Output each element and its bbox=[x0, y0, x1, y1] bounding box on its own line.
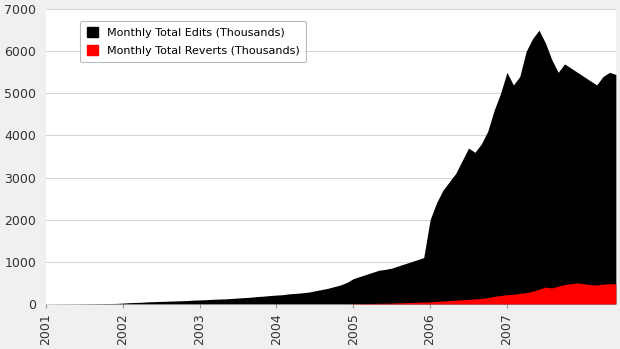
Legend: Monthly Total Edits (Thousands), Monthly Total Reverts (Thousands): Monthly Total Edits (Thousands), Monthly… bbox=[80, 21, 306, 62]
